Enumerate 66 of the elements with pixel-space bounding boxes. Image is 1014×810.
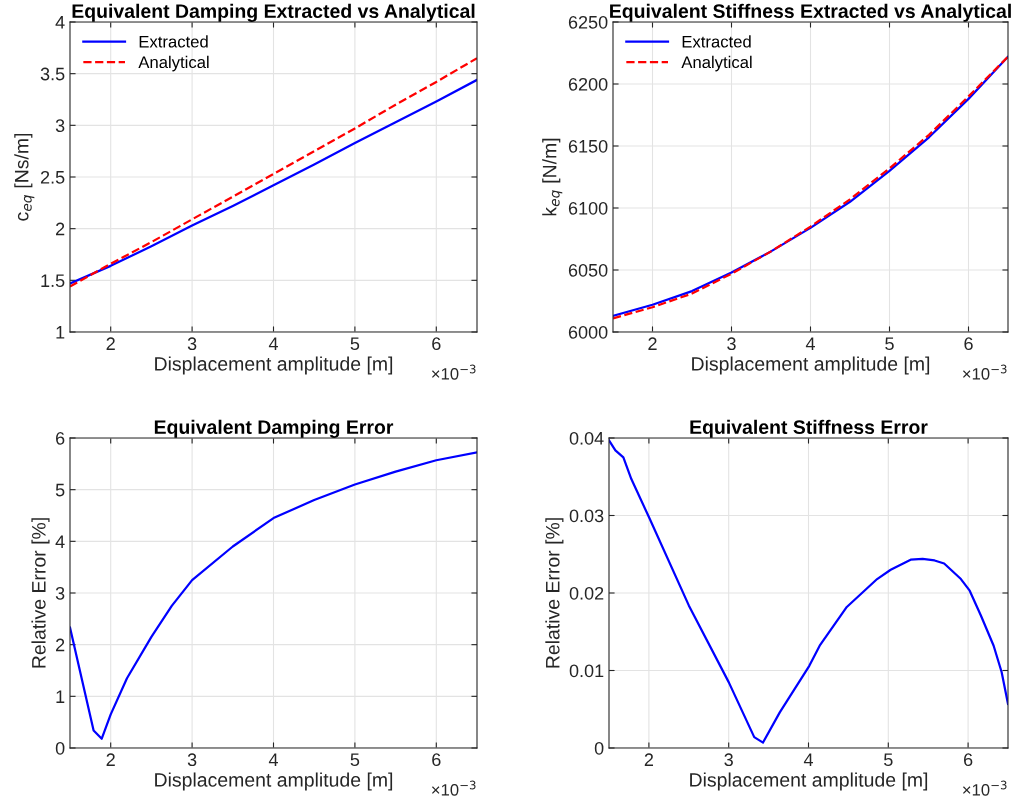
line-series — [70, 451, 477, 740]
x-tick-label: 3 — [187, 753, 197, 767]
y-axis-title: Relative Error [%] — [545, 518, 564, 668]
y-axis-title: k$_{eq}$ [N/m] — [542, 138, 563, 216]
x-tick-label: 4 — [268, 337, 278, 350]
chart-title: Equivalent Damping Error — [154, 419, 394, 438]
y-tick-label: 5 — [55, 483, 65, 497]
x-tick-label: 2 — [644, 753, 654, 766]
x-tick-label: 5 — [885, 337, 894, 351]
y-tick-label: 0.02 — [569, 586, 604, 600]
y-tick-label: 3 — [55, 586, 65, 600]
y-tick-label: 3 — [55, 119, 65, 133]
y-tick-label: 0.03 — [569, 509, 604, 523]
legend-label: Analytical — [138, 55, 209, 72]
y-tick-label: 6150 — [568, 139, 608, 153]
x-tick-label: 2 — [106, 337, 115, 350]
legend-label: Analytical — [681, 55, 752, 72]
y-tick-label: 0 — [55, 741, 65, 755]
legend-label: Extracted — [682, 35, 751, 48]
x-tick-label: 4 — [803, 753, 813, 766]
x-tick-label: 5 — [884, 753, 893, 767]
y-tick-label: 2 — [56, 638, 65, 652]
x-tick-label: 6 — [964, 337, 973, 351]
x-tick-label: 4 — [268, 753, 278, 766]
y-tick-label: 6250 — [568, 15, 608, 29]
y-tick-label: 3.5 — [40, 67, 65, 81]
x-tick-label: 2 — [106, 753, 115, 766]
y-tick-label: 6050 — [568, 263, 608, 277]
y-axis-title: c$_{eq}$ [Ns/m] — [14, 133, 35, 221]
x-axis-title: Displacement amplitude [m] — [690, 772, 928, 791]
x-tick-label: 6 — [432, 753, 441, 767]
y-tick-label: 1.5 — [41, 274, 65, 288]
x-tick-label: 3 — [187, 337, 197, 351]
y-tick-label: 1 — [56, 690, 65, 703]
x-axis-title: Displacement amplitude [m] — [692, 356, 930, 375]
y-tick-label: 4 — [55, 16, 65, 29]
chart-title: Equivalent Stiffness Error — [690, 419, 928, 438]
text: ×10$^{−3}$ — [431, 364, 476, 380]
y-tick-label: 0.01 — [569, 664, 604, 678]
y-axis-title: Relative Error [%] — [31, 518, 50, 668]
y-tick-label: 2 — [56, 222, 65, 236]
y-tick-label: 1 — [56, 326, 65, 339]
x-tick-label: 5 — [350, 753, 360, 767]
x-tick-label: 4 — [805, 337, 815, 350]
x-axis-title: Displacement amplitude [m] — [155, 356, 393, 375]
text: ×10$^{−3}$ — [431, 780, 476, 796]
x-tick-label: 6 — [964, 753, 973, 767]
y-tick-label: 0 — [594, 741, 604, 755]
x-tick-label: 3 — [724, 753, 733, 767]
y-tick-label: 0.04 — [569, 431, 604, 445]
y-tick-label: 4 — [55, 535, 65, 548]
chart-title: Equivalent Stiffness Extracted vs Analytical — [610, 3, 1011, 22]
y-tick-label: 6100 — [568, 201, 608, 215]
chart-title: Equivalent Damping Extracted vs Analytical — [72, 3, 475, 22]
x-tick-label: 5 — [350, 337, 360, 351]
y-tick-label: 6200 — [568, 77, 608, 91]
x-tick-label: 3 — [727, 337, 736, 351]
text: ×10$^{−3}$ — [962, 780, 1007, 796]
y-tick-label: 6 — [56, 431, 65, 445]
x-axis-title: Displacement amplitude [m] — [155, 772, 393, 791]
legend-label: Extracted — [139, 35, 208, 48]
text: ×10$^{−3}$ — [962, 364, 1007, 380]
x-tick-label: 2 — [648, 337, 657, 350]
x-tick-label: 6 — [432, 337, 441, 351]
y-tick-label: 2.5 — [40, 170, 65, 184]
y-tick-label: 6000 — [568, 325, 608, 339]
